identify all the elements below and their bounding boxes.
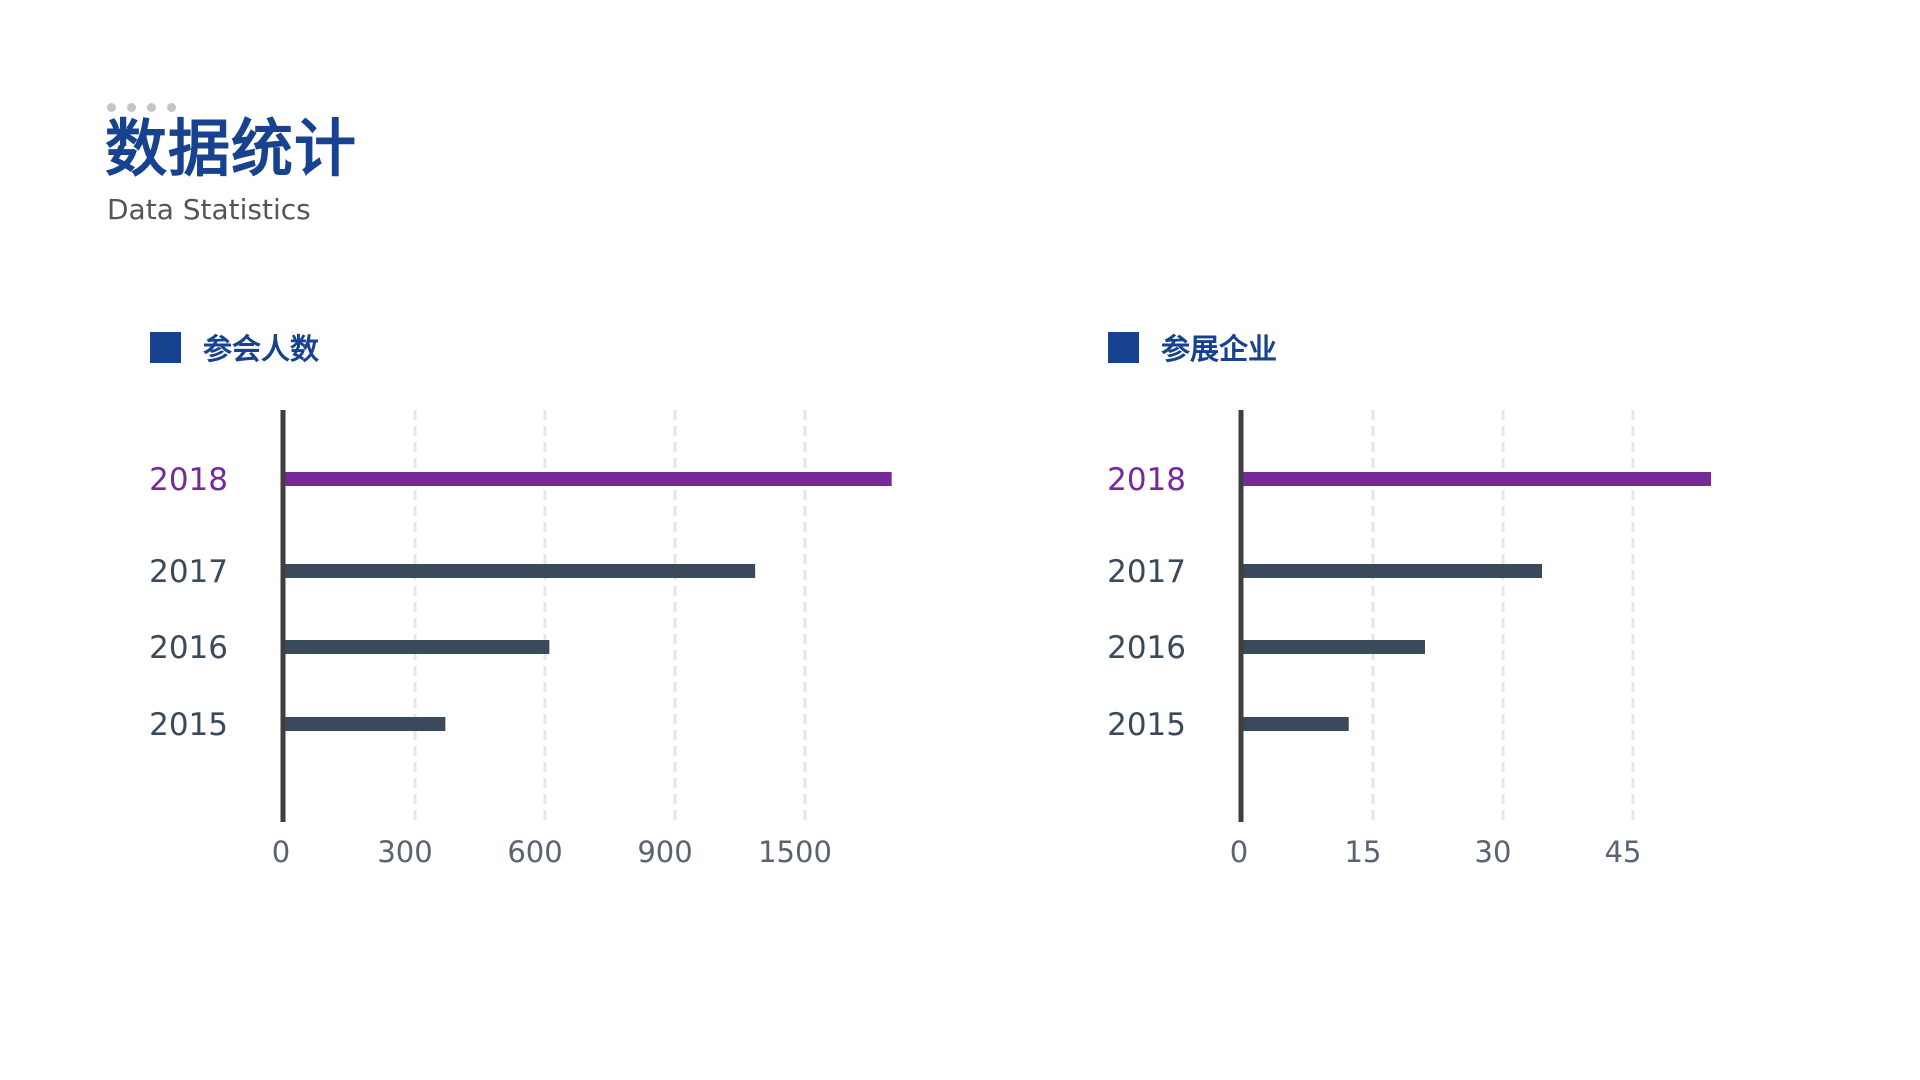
x-tick-label: 0 <box>272 835 290 869</box>
category-label-2015: 2015 <box>1107 707 1186 743</box>
x-tick-label: 300 <box>377 835 432 869</box>
category-label-2016: 2016 <box>1107 630 1186 666</box>
dot <box>107 103 116 112</box>
category-label-2018: 2018 <box>1107 462 1186 498</box>
decorative-dots <box>107 103 176 112</box>
exhibitors-plot: 2018 2017 2016 2015 0 15 30 45 <box>1107 410 1711 869</box>
attendees-plot: 2018 2017 2016 2015 0 300 600 900 1500 <box>149 410 892 869</box>
x-tick-label: 45 <box>1605 835 1642 869</box>
x-tick-label: 900 <box>637 835 692 869</box>
category-label-2018: 2018 <box>149 462 228 498</box>
x-tick-label: 15 <box>1345 835 1382 869</box>
x-tick-label: 30 <box>1475 835 1512 869</box>
bar-2015 <box>285 717 446 731</box>
page-subtitle: Data Statistics <box>107 193 311 226</box>
x-tick-label: 0 <box>1230 835 1248 869</box>
category-label-2016: 2016 <box>149 630 228 666</box>
category-label-2015: 2015 <box>149 707 228 743</box>
bar-2016 <box>285 640 550 654</box>
chart-title: 参会人数 <box>203 332 320 366</box>
dot <box>167 103 176 112</box>
dot <box>127 103 136 112</box>
chart-title: 参展企业 <box>1161 332 1278 366</box>
chart-marker-square <box>150 331 181 363</box>
x-tick-label: 1500 <box>758 835 832 869</box>
bar-2017 <box>1243 564 1542 578</box>
bar-2015 <box>1243 717 1349 731</box>
category-label-2017: 2017 <box>1107 554 1186 590</box>
category-label-2017: 2017 <box>149 554 228 590</box>
bar-2018 <box>1243 472 1711 486</box>
bar-2016 <box>1243 640 1425 654</box>
bar-2017 <box>285 564 756 578</box>
dot <box>147 103 156 112</box>
page-title: 数据统计 <box>105 112 358 185</box>
chart-header: 参展企业 <box>1108 326 1277 368</box>
bar-2018 <box>285 472 892 486</box>
x-tick-label: 600 <box>507 835 562 869</box>
attendees-chart: 参会人数 2018 2017 2016 2015 0 300 600 900 1500 <box>0 0 950 1080</box>
chart-marker-square <box>1108 331 1139 363</box>
exhibitors-chart: 参展企业 2018 2017 2016 2015 0 15 30 45 <box>958 0 1908 1080</box>
chart-header: 参会人数 <box>150 326 319 368</box>
